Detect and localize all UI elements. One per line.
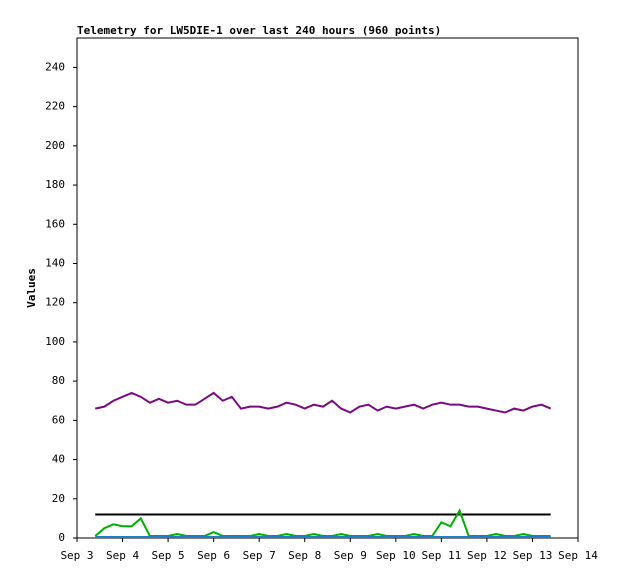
y-tick-label: 80	[52, 374, 65, 387]
y-tick-label: 0	[58, 531, 65, 544]
x-tick-label: Sep 10	[376, 549, 416, 562]
y-tick-label: 60	[52, 413, 65, 426]
y-tick-label: 180	[45, 178, 65, 191]
chart-title: Telemetry for LW5DIE-1 over last 240 hou…	[77, 24, 441, 37]
y-tick-label: 120	[45, 296, 65, 309]
y-tick-label: 220	[45, 100, 65, 113]
x-tick-label: Sep 6	[197, 549, 230, 562]
y-tick-label: 140	[45, 256, 65, 269]
y-tick-label: 100	[45, 335, 65, 348]
x-tick-label: Sep 4	[106, 549, 139, 562]
x-tick-label: Sep 12	[467, 549, 507, 562]
plot-frame	[76, 37, 579, 539]
y-axis-label: Values	[25, 268, 38, 308]
x-tick-label: Sep 11	[421, 549, 461, 562]
y-tick-label: 20	[52, 492, 65, 505]
y-tick-label: 200	[45, 139, 65, 152]
x-tick-label: Sep 8	[288, 549, 321, 562]
x-tick-label: Sep 13	[513, 549, 553, 562]
x-tick-label: Sep 3	[60, 549, 93, 562]
x-tick-label: Sep 9	[334, 549, 367, 562]
x-tick-label: Sep 5	[152, 549, 185, 562]
series-line	[95, 391, 552, 414]
x-tick-label: Sep 14	[558, 549, 598, 562]
x-tick-label: Sep 7	[243, 549, 276, 562]
y-tick-label: 40	[52, 453, 65, 466]
y-tick-label: 160	[45, 217, 65, 230]
y-tick-label: 240	[45, 60, 65, 73]
